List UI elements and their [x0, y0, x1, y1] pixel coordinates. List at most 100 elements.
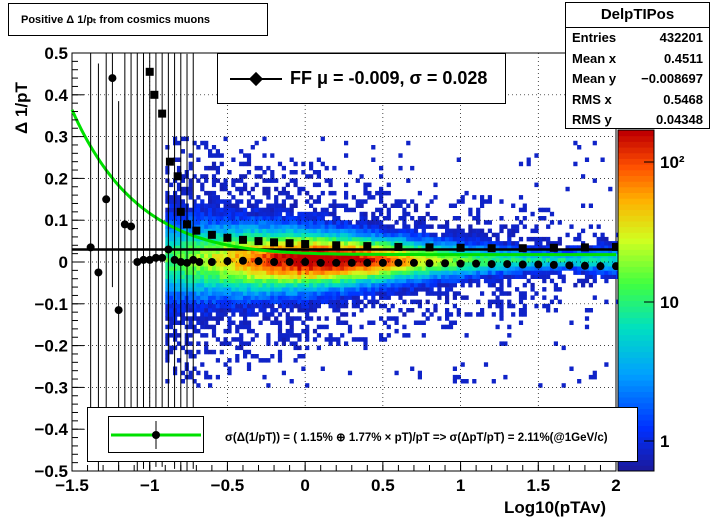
histogram-cell — [483, 232, 489, 238]
histogram-cell — [289, 328, 294, 334]
histogram-cell — [258, 228, 263, 234]
histogram-cell — [522, 295, 527, 300]
histogram-cell — [336, 224, 341, 229]
histogram-cell — [480, 199, 485, 204]
histogram-cell — [410, 282, 415, 288]
histogram-cell — [211, 224, 217, 229]
histogram-cell — [316, 295, 321, 300]
histogram-cell — [254, 287, 259, 292]
histogram-cell — [227, 216, 232, 221]
histogram-cell — [219, 287, 224, 292]
histogram-cell — [254, 274, 259, 279]
histogram-cell — [511, 274, 516, 279]
histogram-cell — [452, 282, 457, 288]
histogram-cell — [437, 282, 442, 288]
histogram-cell — [375, 278, 380, 284]
histogram-cell — [266, 190, 271, 196]
histogram-cell — [281, 174, 286, 179]
histogram-cell — [277, 333, 283, 338]
histogram-cell — [456, 374, 461, 380]
histogram-cell — [165, 337, 170, 342]
histogram-cell — [285, 337, 290, 342]
mean-point — [164, 245, 173, 254]
histogram-cell — [169, 199, 174, 204]
histogram-cell — [445, 232, 450, 238]
histogram-cell — [507, 257, 512, 263]
histogram-cell — [173, 333, 178, 338]
histogram-cell — [417, 236, 422, 242]
histogram-cell — [204, 207, 209, 213]
histogram-cell — [332, 308, 337, 313]
histogram-cell — [546, 266, 551, 271]
histogram-cell — [200, 266, 205, 271]
histogram-cell — [480, 291, 485, 296]
histogram-cell — [219, 153, 224, 158]
histogram-cell — [215, 262, 220, 267]
histogram-cell — [344, 266, 349, 271]
histogram-cell — [417, 270, 422, 275]
histogram-cell — [188, 161, 193, 167]
histogram-cell — [293, 287, 298, 292]
histogram-cell — [254, 333, 259, 338]
histogram-cell — [223, 182, 228, 188]
histogram-cell — [274, 316, 279, 321]
histogram-cell — [274, 270, 279, 275]
histogram-cell — [328, 253, 333, 259]
histogram-cell — [176, 282, 182, 288]
histogram-cell — [592, 270, 597, 275]
histogram-cell — [421, 228, 426, 234]
histogram-cell — [165, 241, 170, 246]
histogram-cell — [312, 207, 318, 213]
histogram-cell — [452, 374, 457, 380]
y-tick-label: −0.1 — [34, 295, 68, 314]
histogram-cell — [367, 224, 372, 229]
histogram-cell — [204, 299, 209, 305]
histogram-cell — [495, 324, 500, 330]
histogram-cell — [208, 295, 213, 300]
histogram-cell — [534, 274, 539, 279]
histogram-cell — [359, 337, 364, 342]
histogram-cell — [246, 324, 252, 330]
histogram-cell — [507, 274, 512, 279]
histogram-cell — [596, 236, 601, 242]
histogram-cell — [254, 165, 259, 171]
histogram-cell — [246, 303, 252, 309]
histogram-cell — [246, 190, 252, 196]
histogram-cell — [285, 278, 290, 284]
histogram-cell — [518, 207, 524, 213]
histogram-cell — [379, 232, 384, 238]
histogram-cell — [351, 299, 356, 305]
histogram-cell — [588, 262, 593, 267]
histogram-cell — [219, 253, 224, 259]
histogram-cell — [386, 278, 391, 284]
histogram-cell — [169, 274, 174, 279]
histogram-cell — [211, 270, 217, 275]
histogram-cell — [413, 228, 419, 234]
histogram-cell — [262, 257, 267, 263]
histogram-cell — [351, 291, 356, 296]
histogram-cell — [433, 282, 438, 288]
histogram-cell — [301, 216, 306, 221]
histogram-cell — [270, 170, 275, 175]
histogram-cell — [270, 278, 275, 284]
histogram-cell — [328, 249, 333, 254]
histogram-cell — [452, 257, 457, 263]
histogram-cell — [340, 241, 345, 246]
histogram-cell — [316, 287, 321, 292]
sigma-point — [332, 241, 341, 250]
histogram-cell — [188, 316, 193, 321]
histogram-cell — [281, 165, 286, 171]
histogram-cell — [421, 249, 426, 254]
histogram-cell — [406, 262, 411, 267]
histogram-cell — [173, 245, 178, 250]
histogram-cell — [316, 236, 321, 242]
histogram-cell — [266, 195, 271, 200]
histogram-cell — [332, 287, 337, 292]
histogram-cell — [309, 220, 314, 225]
histogram-cell — [281, 295, 286, 300]
histogram-cell — [332, 337, 337, 342]
histogram-cell — [277, 354, 283, 359]
histogram-cell — [592, 274, 597, 279]
color-scale-cell — [618, 181, 654, 188]
sigma-point — [487, 244, 496, 253]
